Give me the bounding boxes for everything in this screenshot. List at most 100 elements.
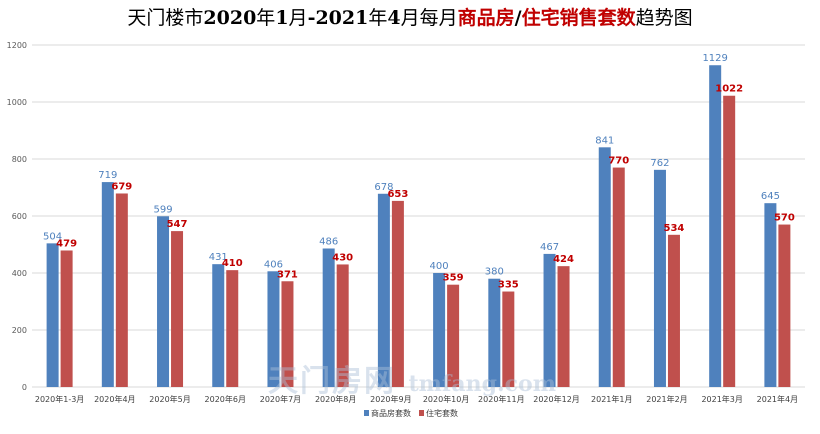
- bar-residential: [667, 234, 680, 387]
- legend-swatch: [364, 410, 369, 416]
- title-segment: 年: [256, 7, 275, 29]
- data-label: 380: [485, 267, 504, 278]
- bar-commercial: [212, 264, 225, 387]
- title-segment: 年: [368, 7, 387, 29]
- data-label: 534: [664, 223, 685, 234]
- bar-residential: [171, 231, 184, 387]
- y-tick-label: 1200: [7, 41, 27, 50]
- data-label: 430: [332, 252, 353, 263]
- x-tick-label: 2020年7月: [260, 394, 301, 404]
- title-segment: 月每月: [401, 7, 458, 29]
- bar-residential: [60, 250, 73, 387]
- data-label: 678: [374, 182, 393, 193]
- data-label: 1022: [715, 84, 743, 95]
- bar-commercial: [433, 273, 446, 387]
- bar-commercial: [267, 271, 280, 387]
- legend: 商品房套数 住宅套数: [364, 408, 458, 418]
- data-label: 410: [222, 258, 243, 269]
- data-label: 679: [111, 181, 132, 192]
- bars: [46, 65, 791, 388]
- data-label: 570: [774, 213, 795, 224]
- bar-residential: [115, 193, 128, 387]
- data-label: 479: [56, 238, 77, 249]
- chart-title-text: 天门楼市2020年1月-2021年4月每月商品房/住宅销售套数趋势图: [127, 6, 692, 29]
- data-label: 424: [553, 254, 574, 265]
- x-tick-label: 2020年6月: [205, 394, 246, 404]
- x-tick-label: 2020年12月: [533, 394, 580, 404]
- title-segment: 2020: [203, 7, 256, 29]
- bar-commercial: [488, 278, 501, 387]
- legend-swatch: [419, 410, 424, 416]
- y-tick-label: 600: [12, 212, 27, 221]
- title-segment: 趋势图: [636, 7, 693, 29]
- x-tick-label: 2020年4月: [94, 394, 135, 404]
- bar-residential: [557, 266, 570, 387]
- bar-commercial: [157, 216, 170, 387]
- x-tick-label: 2020年11月: [478, 394, 525, 404]
- bar-residential: [226, 270, 239, 387]
- y-axis-ticks: 0 200 400 600 800 1000 1200: [7, 41, 27, 392]
- bar-commercial: [46, 243, 59, 387]
- x-tick-label: 2021年1月: [591, 394, 632, 404]
- bar-residential: [281, 281, 294, 387]
- title-segment: 商品房: [458, 6, 515, 29]
- bar-residential: [447, 284, 460, 387]
- data-label: 504: [43, 231, 62, 242]
- x-tick-label: 2021年2月: [646, 394, 687, 404]
- watermark: 天门房网 tmfang.com: [268, 356, 556, 400]
- data-label: 467: [540, 242, 559, 253]
- y-tick-label: 200: [12, 326, 27, 335]
- y-tick-label: 400: [12, 269, 27, 278]
- bar-residential: [336, 264, 349, 387]
- x-tick-label: 2020年8月: [315, 394, 356, 404]
- title-segment: 4: [387, 7, 400, 29]
- data-label: 547: [167, 219, 188, 230]
- bar-residential: [778, 224, 791, 387]
- watermark-url: tmfang.com: [408, 371, 556, 397]
- x-tick-label: 2021年4月: [757, 394, 798, 404]
- title-segment: /: [515, 7, 522, 29]
- title-segment: 天门楼市: [127, 7, 203, 29]
- x-tick-label: 2020年9月: [370, 394, 411, 404]
- legend-label: 住宅套数: [426, 408, 458, 418]
- x-tick-label: 2020年1-3月: [35, 394, 84, 404]
- bar-commercial: [598, 147, 611, 387]
- title-segment: -2021: [308, 7, 369, 29]
- bar-commercial: [764, 203, 777, 387]
- data-label: 335: [498, 280, 519, 291]
- bar-residential: [391, 200, 404, 387]
- data-label: 486: [319, 236, 338, 247]
- bar-commercial: [543, 253, 556, 387]
- chart-title: 天门楼市2020年1月-2021年4月每月商品房/住宅销售套数趋势图: [127, 6, 692, 29]
- x-axis-ticks: 2020年1-3月 2020年4月 2020年5月 2020年6月 2020年7月 202…: [35, 394, 798, 404]
- x-tick-label: 2020年10月: [423, 394, 470, 404]
- data-label: 406: [264, 259, 283, 270]
- data-label: 371: [277, 269, 298, 280]
- title-segment: 1: [275, 7, 288, 29]
- y-tick-label: 0: [22, 383, 27, 392]
- title-segment: 住宅销售套数: [522, 6, 637, 29]
- y-tick-label: 1000: [7, 98, 27, 107]
- data-label: 770: [608, 156, 629, 167]
- gridlines: [32, 44, 805, 388]
- bar-commercial: [322, 248, 335, 387]
- title-segment: 月: [289, 7, 308, 29]
- data-label: 841: [595, 135, 614, 146]
- x-tick-label: 2020年5月: [149, 394, 190, 404]
- bar-residential: [612, 167, 625, 387]
- bar-commercial: [653, 169, 666, 387]
- bar-residential: [723, 95, 736, 387]
- data-label: 431: [209, 252, 228, 263]
- data-label: 645: [761, 191, 780, 202]
- data-label: 400: [430, 261, 449, 272]
- y-tick-label: 800: [12, 155, 27, 164]
- legend-label: 商品房套数: [371, 408, 411, 418]
- data-label: 762: [650, 158, 669, 169]
- x-tick-label: 2021年3月: [701, 394, 742, 404]
- data-label: 1129: [702, 53, 727, 64]
- data-label: 599: [153, 204, 172, 215]
- data-label: 359: [443, 273, 464, 284]
- data-label: 719: [98, 170, 117, 181]
